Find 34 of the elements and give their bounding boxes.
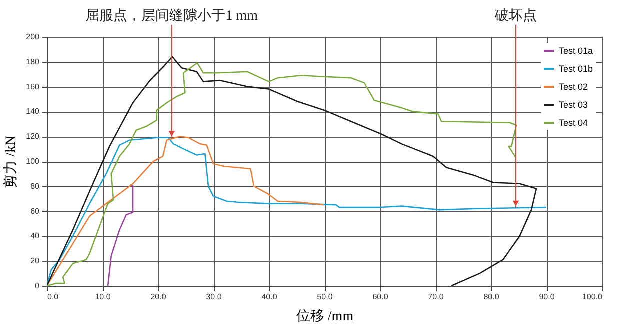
x-tick-label: 70.0 (428, 292, 444, 302)
y-tick-label: 20 (30, 256, 40, 266)
annotation: 破坏点 (494, 8, 537, 24)
line-series (47, 136, 325, 286)
x-tick-label: 30.0 (206, 292, 222, 302)
legend-label: Test 01a (559, 46, 594, 56)
x-tick-label: 60.0 (372, 292, 389, 302)
y-tick-label: 60 (30, 206, 40, 216)
y-tick-label: 180 (26, 57, 40, 66)
legend-label: Test 01b (559, 64, 594, 74)
y-tick-label: 0 (35, 282, 40, 290)
legend-label: Test 04 (559, 118, 588, 128)
x-tick-label: 10.0 (95, 292, 112, 302)
line-series (47, 137, 548, 286)
y-tick-label: 100 (26, 157, 40, 166)
y-tick-label: 140 (26, 107, 40, 116)
x-tick-label: 50.0 (317, 292, 334, 302)
x-tick-label: 0.0 (48, 292, 60, 302)
legend-label: Test 02 (559, 82, 588, 92)
y-tick-label: 120 (26, 132, 40, 142)
y-tick-label: 200 (26, 32, 40, 42)
y-tick-label: 80 (30, 182, 40, 191)
legend-label: Test 03 (559, 100, 588, 110)
x-tick-label: 40.0 (262, 292, 278, 302)
x-tick-label: 100.0 (582, 292, 604, 302)
x-tick-label: 20.0 (150, 292, 167, 302)
x-tick-label: 90.0 (539, 292, 556, 302)
x-tick-label: 80.0 (484, 292, 500, 302)
y-tick-label: 40 (30, 232, 40, 241)
line-series (107, 184, 134, 286)
x-axis-title: 位移 /mm (296, 308, 354, 324)
annotation: 屈服点，层间缝隙小于1 mm (86, 8, 258, 24)
y-axis-title: 剪力 /kN (3, 136, 20, 188)
y-tick-label: 160 (26, 82, 40, 92)
